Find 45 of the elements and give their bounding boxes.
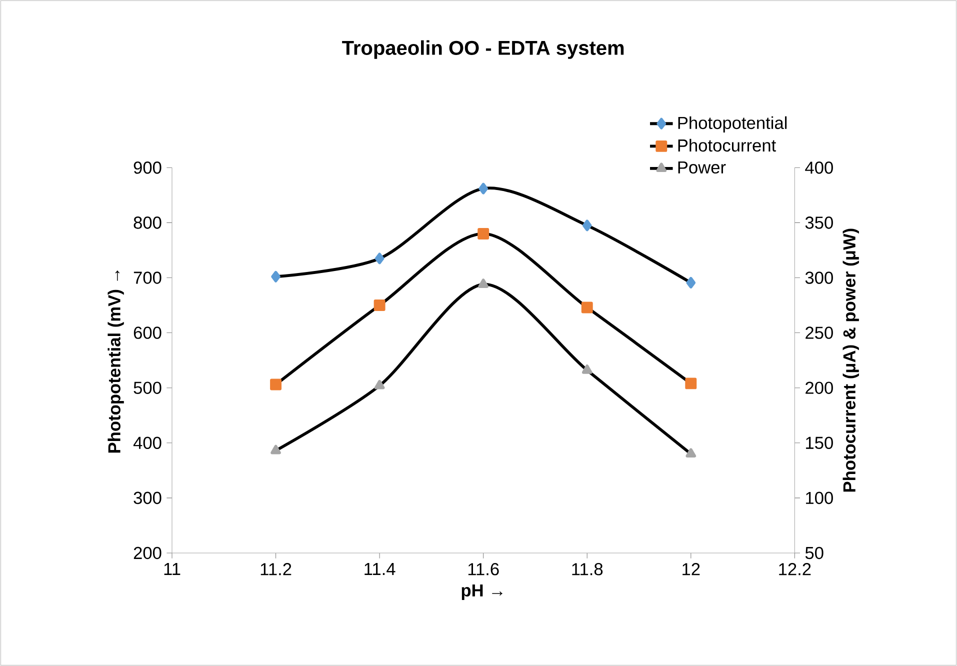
y2-tick-label: 400 bbox=[805, 162, 833, 174]
y2-tick-label: 350 bbox=[805, 216, 833, 229]
y-tick-label: 900 bbox=[134, 162, 162, 174]
y-tick-label: 400 bbox=[133, 436, 162, 450]
y-tick-label: 800 bbox=[134, 216, 162, 229]
point bbox=[686, 276, 696, 288]
x-tick-label: 12 bbox=[682, 563, 700, 576]
x-tick-label: 11.2 bbox=[260, 563, 292, 576]
point bbox=[374, 252, 384, 264]
y2-tick-label: 50 bbox=[805, 546, 824, 560]
x-tick-label: 11.6 bbox=[468, 563, 499, 576]
point bbox=[478, 278, 489, 288]
x-axis-title: pH → bbox=[462, 584, 502, 600]
point bbox=[478, 182, 488, 194]
point bbox=[581, 302, 593, 314]
y-tick-label: 500 bbox=[134, 382, 162, 394]
legend-label: Photocurrent bbox=[678, 138, 776, 152]
point bbox=[582, 364, 592, 374]
point bbox=[374, 380, 385, 390]
y2-tick-label: 300 bbox=[805, 272, 833, 284]
y2-tick-label: 250 bbox=[806, 326, 833, 339]
point bbox=[478, 228, 490, 240]
y-tick-label: 700 bbox=[134, 272, 162, 284]
y2-tick-label: 200 bbox=[806, 382, 833, 394]
legend-label: Power bbox=[678, 161, 726, 174]
x-tick-label: 11 bbox=[164, 563, 180, 575]
point bbox=[270, 444, 281, 454]
point bbox=[374, 300, 386, 312]
x-tick-label: 11.4 bbox=[364, 563, 396, 575]
y-tick-label: 600 bbox=[134, 326, 162, 339]
y-tick-label: 300 bbox=[134, 492, 162, 504]
x-tick-label: 11.8 bbox=[572, 563, 603, 576]
y-axis-title: Photopotential (mV) → bbox=[108, 270, 124, 453]
y-tick-label: 200 bbox=[134, 546, 162, 560]
legend-label: Photopotential bbox=[678, 116, 787, 132]
x-tick-label: 12.2 bbox=[779, 563, 811, 576]
y2-axis-title: Photocurrent (μA) & power (μW) bbox=[842, 228, 859, 492]
point bbox=[582, 220, 592, 232]
point bbox=[686, 448, 696, 458]
y2-tick-label: 100 bbox=[806, 492, 833, 504]
point bbox=[685, 378, 697, 390]
y2-tick-label: 150 bbox=[806, 436, 833, 450]
chart-title: Tropaeolin OO - EDTA system bbox=[342, 40, 624, 59]
point bbox=[270, 378, 282, 390]
point bbox=[271, 270, 280, 282]
